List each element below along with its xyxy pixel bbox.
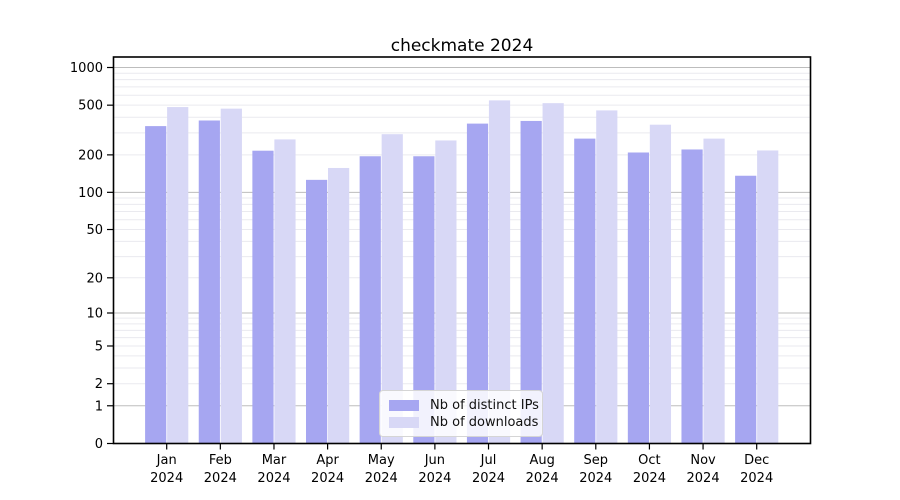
x-tick-month-may: May — [368, 453, 395, 468]
x-tick-month-dec: Dec — [744, 453, 769, 468]
legend-label-downloads: Nb of downloads — [430, 414, 539, 430]
bar-downloads-apr — [328, 167, 350, 444]
y-tick-label-10: 10 — [86, 306, 103, 321]
bar-distinct-ips-aug — [520, 120, 542, 444]
x-tick-month-mar: Mar — [262, 453, 287, 468]
bar-distinct-ips-dec — [735, 175, 757, 444]
bar-distinct-ips-oct — [627, 152, 650, 444]
y-tick-label-500: 500 — [78, 99, 103, 114]
bar-downloads-aug — [542, 103, 564, 444]
y-tick-label-1000: 1000 — [70, 61, 103, 76]
bar-downloads-mar — [274, 139, 296, 444]
y-tick-label-50: 50 — [86, 223, 103, 238]
y-tick-label-2: 2 — [95, 377, 103, 392]
bar-downloads-sep — [596, 110, 618, 444]
x-tick-year-oct: 2024 — [633, 471, 666, 486]
x-tick-month-jan: Jan — [156, 453, 177, 468]
x-tick-month-aug: Aug — [529, 453, 554, 468]
x-tick-year-nov: 2024 — [687, 471, 720, 486]
legend-label-distinct-ips: Nb of distinct IPs — [430, 397, 539, 413]
y-tick-label-5: 5 — [95, 339, 103, 354]
bar-distinct-ips-jun — [413, 156, 435, 444]
legend-item-downloads: Nb of downloads — [389, 416, 542, 429]
bar-downloads-may — [381, 134, 403, 444]
legend-item-distinct-ips: Nb of distinct IPs — [389, 399, 542, 412]
bar-distinct-ips-feb — [198, 120, 220, 444]
bar-downloads-oct — [649, 124, 672, 444]
x-tick-year-aug: 2024 — [526, 471, 559, 486]
x-tick-month-feb: Feb — [209, 453, 232, 468]
x-tick-month-jun: Jun — [424, 453, 445, 468]
y-tick-label-100: 100 — [78, 186, 103, 201]
x-tick-year-may: 2024 — [365, 471, 398, 486]
y-tick-label-1: 1 — [95, 399, 103, 414]
x-tick-year-feb: 2024 — [204, 471, 237, 486]
x-tick-year-jan: 2024 — [150, 471, 183, 486]
bar-distinct-ips-jan — [145, 126, 167, 444]
bar-distinct-ips-jul — [466, 123, 489, 444]
y-tick-label-0: 0 — [95, 437, 103, 452]
bar-distinct-ips-mar — [252, 150, 274, 444]
legend-swatch-downloads — [389, 416, 419, 428]
x-tick-year-dec: 2024 — [740, 471, 773, 486]
bar-distinct-ips-sep — [574, 138, 596, 444]
bar-distinct-ips-may — [359, 156, 381, 444]
bar-distinct-ips-nov — [681, 149, 703, 444]
chart-title: checkmate 2024 — [390, 36, 534, 56]
y-tick-label-200: 200 — [78, 148, 103, 163]
bar-downloads-jul — [488, 100, 511, 444]
plot-border — [112, 56, 812, 445]
y-tick-label-20: 20 — [86, 271, 103, 286]
x-tick-year-mar: 2024 — [257, 471, 290, 486]
bar-downloads-dec — [757, 150, 779, 444]
x-tick-month-oct: Oct — [638, 453, 660, 468]
x-tick-year-sep: 2024 — [579, 471, 612, 486]
x-tick-year-jun: 2024 — [418, 471, 451, 486]
legend: Nb of distinct IPs Nb of downloads — [379, 390, 543, 437]
bar-downloads-jan — [167, 107, 189, 444]
x-tick-year-apr: 2024 — [311, 471, 344, 486]
bar-distinct-ips-apr — [306, 179, 328, 444]
bar-downloads-nov — [703, 138, 725, 444]
legend-swatch-distinct-ips — [389, 399, 419, 411]
x-tick-month-apr: Apr — [316, 453, 339, 468]
bar-downloads-feb — [220, 108, 242, 444]
x-tick-month-sep: Sep — [584, 453, 609, 468]
x-tick-month-nov: Nov — [690, 453, 716, 468]
x-tick-month-jul: Jul — [480, 453, 497, 468]
x-tick-year-jul: 2024 — [472, 471, 505, 486]
bar-downloads-jun — [435, 140, 457, 444]
